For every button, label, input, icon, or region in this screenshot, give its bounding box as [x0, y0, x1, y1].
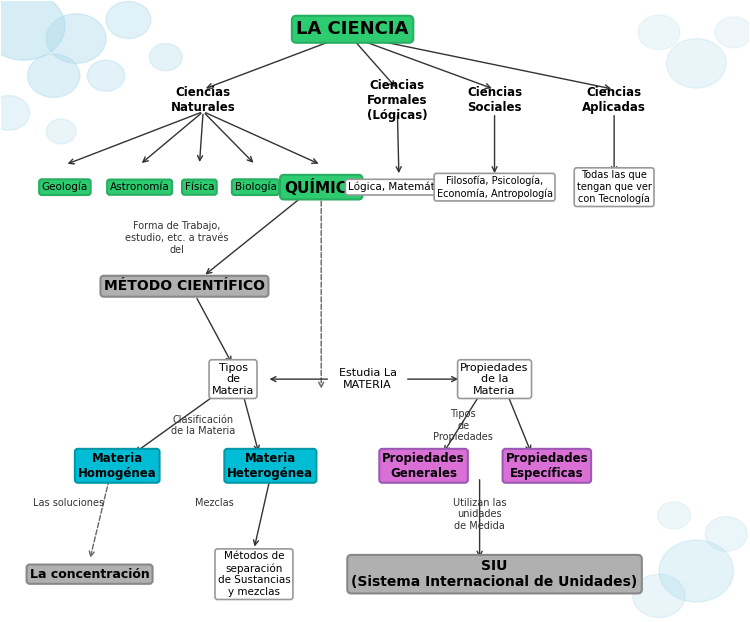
- Text: Mezclas: Mezclas: [195, 498, 234, 508]
- Text: Ciencias
Sociales: Ciencias Sociales: [467, 86, 522, 114]
- Text: Materia
Homogénea: Materia Homogénea: [78, 452, 157, 480]
- Circle shape: [46, 14, 106, 63]
- Text: Estudia La
MATERIA: Estudia La MATERIA: [338, 368, 397, 390]
- Text: Física: Física: [184, 182, 214, 192]
- Text: Materia
Heterogénea: Materia Heterogénea: [227, 452, 314, 480]
- Text: Filosofía, Psicología,
Economía, Antropología: Filosofía, Psicología, Economía, Antropo…: [436, 176, 553, 198]
- Circle shape: [28, 54, 80, 98]
- Text: Ciencias
Aplicadas: Ciencias Aplicadas: [582, 86, 646, 114]
- Circle shape: [46, 119, 76, 144]
- Text: Propiedades
de la
Materia: Propiedades de la Materia: [460, 363, 529, 396]
- Circle shape: [715, 17, 750, 48]
- Circle shape: [106, 1, 151, 39]
- Text: Propiedades
Específicas: Propiedades Específicas: [506, 452, 588, 480]
- Text: Ciencias
Naturales: Ciencias Naturales: [171, 86, 236, 114]
- Circle shape: [633, 574, 685, 618]
- Text: Todas las que
tengan que ver
con Tecnología: Todas las que tengan que ver con Tecnolo…: [577, 170, 652, 204]
- Circle shape: [87, 60, 124, 91]
- Circle shape: [658, 502, 690, 529]
- Text: Biología: Biología: [235, 182, 277, 192]
- Text: Ciencias
Formales
(Lógicas): Ciencias Formales (Lógicas): [367, 79, 428, 122]
- Text: QUÍMICA: QUÍMICA: [284, 179, 358, 196]
- Text: Forma de Trabajo,
estudio, etc. a través
del: Forma de Trabajo, estudio, etc. a través…: [125, 221, 229, 254]
- Text: SIU
(Sistema Internacional de Unidades): SIU (Sistema Internacional de Unidades): [352, 559, 638, 589]
- Circle shape: [0, 96, 30, 130]
- Text: La concentración: La concentración: [30, 568, 149, 581]
- Text: Métodos de
separación
de Sustancias
y mezclas: Métodos de separación de Sustancias y me…: [217, 552, 290, 597]
- Circle shape: [0, 0, 65, 60]
- Circle shape: [659, 540, 734, 602]
- Circle shape: [638, 15, 680, 50]
- Text: LA CIENCIA: LA CIENCIA: [296, 21, 409, 39]
- Circle shape: [705, 517, 747, 551]
- Text: Tipos
de
Propiedades: Tipos de Propiedades: [433, 409, 493, 442]
- Circle shape: [667, 39, 726, 88]
- Text: Las soluciones: Las soluciones: [33, 498, 104, 508]
- Text: Lógica, Matemática: Lógica, Matemática: [348, 182, 450, 192]
- Text: MÉTODO CIENTÍFICO: MÉTODO CIENTÍFICO: [104, 279, 265, 293]
- Text: Astronomía: Astronomía: [110, 182, 170, 192]
- Circle shape: [149, 44, 182, 71]
- Text: Tipos
de
Materia: Tipos de Materia: [211, 363, 254, 396]
- Text: Utilizan las
unidades
de Medida: Utilizan las unidades de Medida: [453, 498, 506, 531]
- Text: Propiedades
Generales: Propiedades Generales: [382, 452, 465, 480]
- Text: Geología: Geología: [42, 182, 88, 192]
- Text: Clasificación
de la Materia: Clasificación de la Materia: [171, 415, 236, 437]
